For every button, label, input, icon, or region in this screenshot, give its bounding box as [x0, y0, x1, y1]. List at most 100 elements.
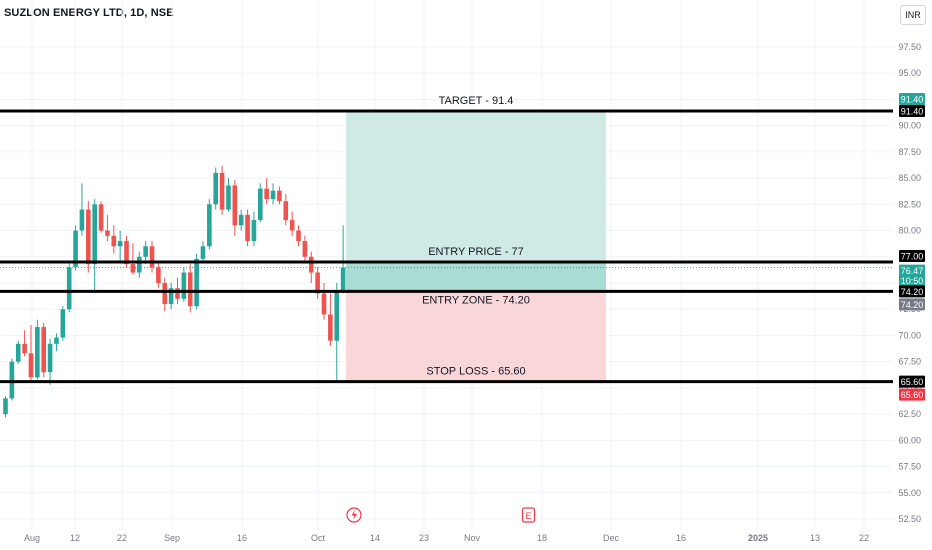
- candle-body: [156, 267, 161, 283]
- candle-body: [289, 220, 295, 231]
- x-tick-label: 12: [70, 533, 80, 543]
- price-badge: [899, 274, 925, 287]
- entry-zone: [346, 262, 606, 292]
- y-tick-label: 85.00: [898, 173, 921, 183]
- candle-body: [9, 361, 15, 399]
- price-badge-text: 76.47: [901, 266, 924, 276]
- candle-body: [238, 214, 244, 226]
- candle-body: [28, 353, 34, 378]
- candle-body: [270, 190, 276, 200]
- earnings-event-icon[interactable]: E: [521, 507, 536, 523]
- y-tick-label: 70.00: [898, 330, 921, 340]
- x-tick-label: Dec: [603, 533, 620, 543]
- price-badge: [899, 375, 925, 388]
- x-tick-label: Oct: [311, 533, 326, 543]
- candle-body: [315, 272, 320, 294]
- price-badge-text: 65.60: [901, 377, 924, 387]
- price-badge: [899, 264, 925, 277]
- y-tick-label: 67.50: [898, 357, 921, 367]
- y-tick-label: 52.50: [898, 514, 921, 524]
- x-tick-label: 13: [810, 533, 820, 543]
- candle-body: [194, 258, 199, 307]
- y-tick-label: 60.00: [898, 435, 921, 445]
- candle-body: [328, 314, 333, 341]
- svg-text:E: E: [525, 511, 531, 521]
- x-tick-label: 22: [117, 533, 127, 543]
- target-label: TARGET - 91.4: [439, 95, 514, 107]
- candle-body: [187, 272, 193, 307]
- candle-body: [117, 241, 123, 247]
- candle-body: [283, 201, 289, 221]
- candle-body: [245, 214, 250, 242]
- y-tick-label: 62.50: [898, 409, 921, 419]
- candle-body: [92, 204, 97, 265]
- y-tick-label: 90.00: [898, 121, 921, 131]
- stop-zone: [346, 291, 606, 382]
- y-tick-label: 80.00: [898, 226, 921, 236]
- candle-body: [149, 246, 155, 268]
- price-badge-text: 65.60: [901, 390, 924, 400]
- candle-body: [226, 185, 231, 210]
- x-tick-label: 23: [419, 533, 429, 543]
- candle-body: [3, 398, 8, 415]
- candle-body: [251, 220, 257, 242]
- candle-body: [22, 343, 27, 354]
- candle-body: [86, 209, 91, 265]
- candle-body: [15, 343, 21, 362]
- price-badge: [899, 285, 925, 298]
- x-tick-label: 18: [537, 533, 547, 543]
- candle-body: [200, 246, 206, 259]
- candle-body: [73, 230, 78, 268]
- price-badge-text: 10:50: [901, 276, 924, 286]
- y-tick-label: 97.50: [898, 42, 921, 52]
- candle-body: [277, 190, 282, 202]
- candle-body: [47, 343, 53, 373]
- price-badge-text: 74.20: [901, 300, 924, 310]
- price-badge: [899, 92, 925, 105]
- price-badge: [899, 298, 925, 311]
- candle-body: [207, 204, 212, 247]
- candle-body: [41, 327, 47, 373]
- price-badge-text: 77.00: [901, 252, 924, 262]
- currency-button[interactable]: INR: [900, 5, 926, 25]
- candle-body: [232, 185, 238, 226]
- stop-loss-label: STOP LOSS - 65.60: [426, 366, 525, 378]
- x-tick-label: Aug: [24, 533, 40, 543]
- candle-body: [54, 337, 59, 344]
- x-tick-label: 22: [859, 533, 869, 543]
- candle-body: [334, 290, 340, 341]
- price-badge-text: 74.20: [901, 287, 924, 297]
- candle-body: [98, 204, 104, 231]
- y-tick-label: 87.50: [898, 147, 921, 157]
- entry-zone-label: ENTRY ZONE - 74.20: [422, 294, 530, 306]
- x-tick-label: Nov: [464, 533, 481, 543]
- candle-body: [111, 235, 117, 247]
- price-badge: [899, 250, 925, 263]
- y-tick-label: 57.50: [898, 462, 921, 472]
- candle-body: [105, 230, 110, 236]
- y-tick-label: 55.00: [898, 488, 921, 498]
- candle-body: [258, 188, 263, 221]
- candle-body: [79, 209, 85, 231]
- candle-body: [124, 241, 129, 265]
- y-tick-label: 65.00: [898, 383, 921, 393]
- dividend-event-icon[interactable]: [346, 507, 362, 523]
- candle-body: [175, 288, 180, 299]
- candle-body: [340, 267, 346, 291]
- candle-body: [213, 172, 219, 205]
- price-badge: [899, 388, 925, 401]
- candle-body: [168, 288, 174, 304]
- candle-body: [143, 246, 148, 257]
- x-tick-label: 16: [676, 533, 686, 543]
- y-tick-label: 95.00: [898, 68, 921, 78]
- candle-body: [321, 293, 327, 315]
- candle-body: [66, 267, 72, 310]
- price-badge-text: 91.40: [901, 94, 924, 104]
- candle-body: [130, 264, 136, 273]
- entry-price-label: ENTRY PRICE - 77: [428, 246, 524, 258]
- price-badge: [899, 104, 925, 117]
- candle-body: [60, 309, 66, 338]
- candle-body: [264, 188, 269, 200]
- candle-body: [308, 256, 314, 273]
